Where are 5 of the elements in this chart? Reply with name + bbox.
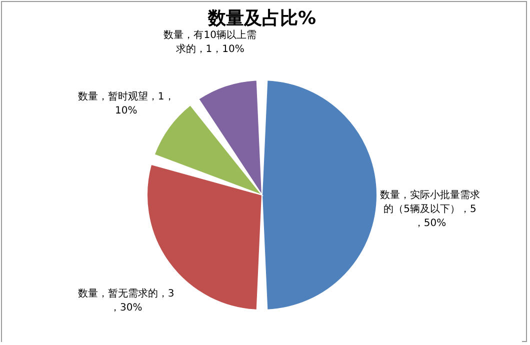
slice-label: 数量，暂时观望，1，10% — [78, 90, 174, 116]
chart-title: 数量及占比% — [206, 8, 316, 30]
slice-label: 数量，实际小批量需求的（5辆及以下），5，50% — [380, 189, 480, 229]
slice-label: 数量，暂无需求的，3，30% — [78, 288, 174, 314]
slice-label: 数量，有10辆以上需求的，1，10% — [164, 29, 256, 56]
